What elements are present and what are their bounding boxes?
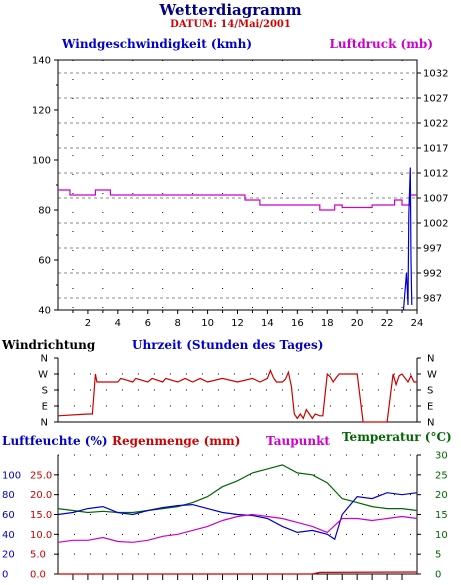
y-right-tick-label: 1007 [423,194,448,205]
rain-tick-label: 20.0 [30,490,52,501]
x-tick-label: 18 [321,318,334,329]
temperature-label: Temperatur (°C) [342,430,452,444]
direction-label-left: W [38,370,48,381]
y-right-tick-label: 992 [423,269,442,280]
x-tick-label: 20 [351,318,364,329]
y-right-tick-label: 1002 [423,219,448,230]
temp-tick-label: 25 [435,470,448,481]
y-right-tick-label: 1027 [423,94,448,105]
y-left-tick-label: 40 [38,306,51,317]
direction-label-right: S [427,386,433,397]
direction-label-left: E [42,402,48,413]
rain-tick-label: 0.0 [30,570,46,581]
y-right-tick-label: 997 [423,244,442,255]
y-right-tick-label: 987 [423,294,442,305]
y-right-tick-label: 1022 [423,119,448,130]
y-right-tick-label: 1012 [423,169,448,180]
temp-tick-label: 0 [435,570,441,581]
rain-tick-label: 25.0 [30,470,52,481]
rain-tick-label: 15.0 [30,510,52,521]
y-left-tick-label: 60 [38,256,51,267]
top-plot-frame [57,59,418,311]
y-left-tick-label: 140 [32,56,51,67]
temp-tick-label: 10 [435,530,448,541]
pressure-axis-label: Luftdruck (mb) [329,37,433,51]
direction-label-right: W [427,370,437,381]
time-axis-label: Uhrzeit (Stunden des Tages) [132,338,324,352]
humidity-label: Luftfeuchte (%) [2,434,108,448]
direction-label-left: N [41,354,48,365]
chart-date: DATUM: 14/Mai/2001 [170,19,291,30]
wind-direction-label: Windrichtung [2,338,96,352]
humidity-tick-label: 80 [2,490,15,501]
rain-tick-label: 5.0 [30,550,46,561]
direction-label-right: E [427,402,433,413]
wind-speed-axis-label: Windgeschwindigkeit (kmh) [62,37,253,51]
x-tick-label: 16 [291,318,304,329]
humidity-tick-label: 20 [2,550,15,561]
direction-label-right: N [427,418,434,429]
x-tick-label: 4 [115,318,121,329]
dewpoint-line [57,513,418,543]
humidity-tick-label: 0 [2,570,8,581]
x-tick-label: 6 [145,318,151,329]
temp-tick-label: 15 [435,510,448,521]
chart-title: Wetterdiagramm [159,1,302,19]
wind-direction-line [57,368,417,423]
pressure-line [58,189,417,211]
dewpoint-label: Taupunkt [266,434,330,448]
temp-tick-label: 20 [435,490,448,501]
temperature-line [57,464,418,514]
temp-tick-label: 5 [435,550,441,561]
rain-tick-label: 10.0 [30,530,52,541]
y-left-tick-label: 120 [32,106,51,117]
y-left-tick-label: 80 [38,206,51,217]
x-tick-label: 2 [85,318,91,329]
direction-label-left: N [41,418,48,429]
temp-tick-label: 30 [435,451,448,462]
y-left-tick-label: 100 [32,156,51,167]
humidity-tick-label: 60 [2,510,15,521]
direction-label-left: S [42,386,48,397]
y-right-tick-label: 1032 [423,69,448,80]
x-tick-label: 8 [174,318,180,329]
rain-label: Regenmenge (mm) [112,434,241,448]
rain-line [58,571,418,575]
x-tick-label: 12 [231,318,244,329]
y-right-tick-label: 1017 [423,144,448,155]
humidity-tick-label: 100 [2,470,21,481]
x-tick-label: 22 [381,318,394,329]
wind-speed-line [402,167,413,311]
x-tick-label: 10 [201,318,214,329]
x-tick-label: 14 [261,318,274,329]
humidity-tick-label: 40 [2,530,15,541]
direction-label-right: N [427,354,434,365]
x-tick-label: 24 [411,318,424,329]
